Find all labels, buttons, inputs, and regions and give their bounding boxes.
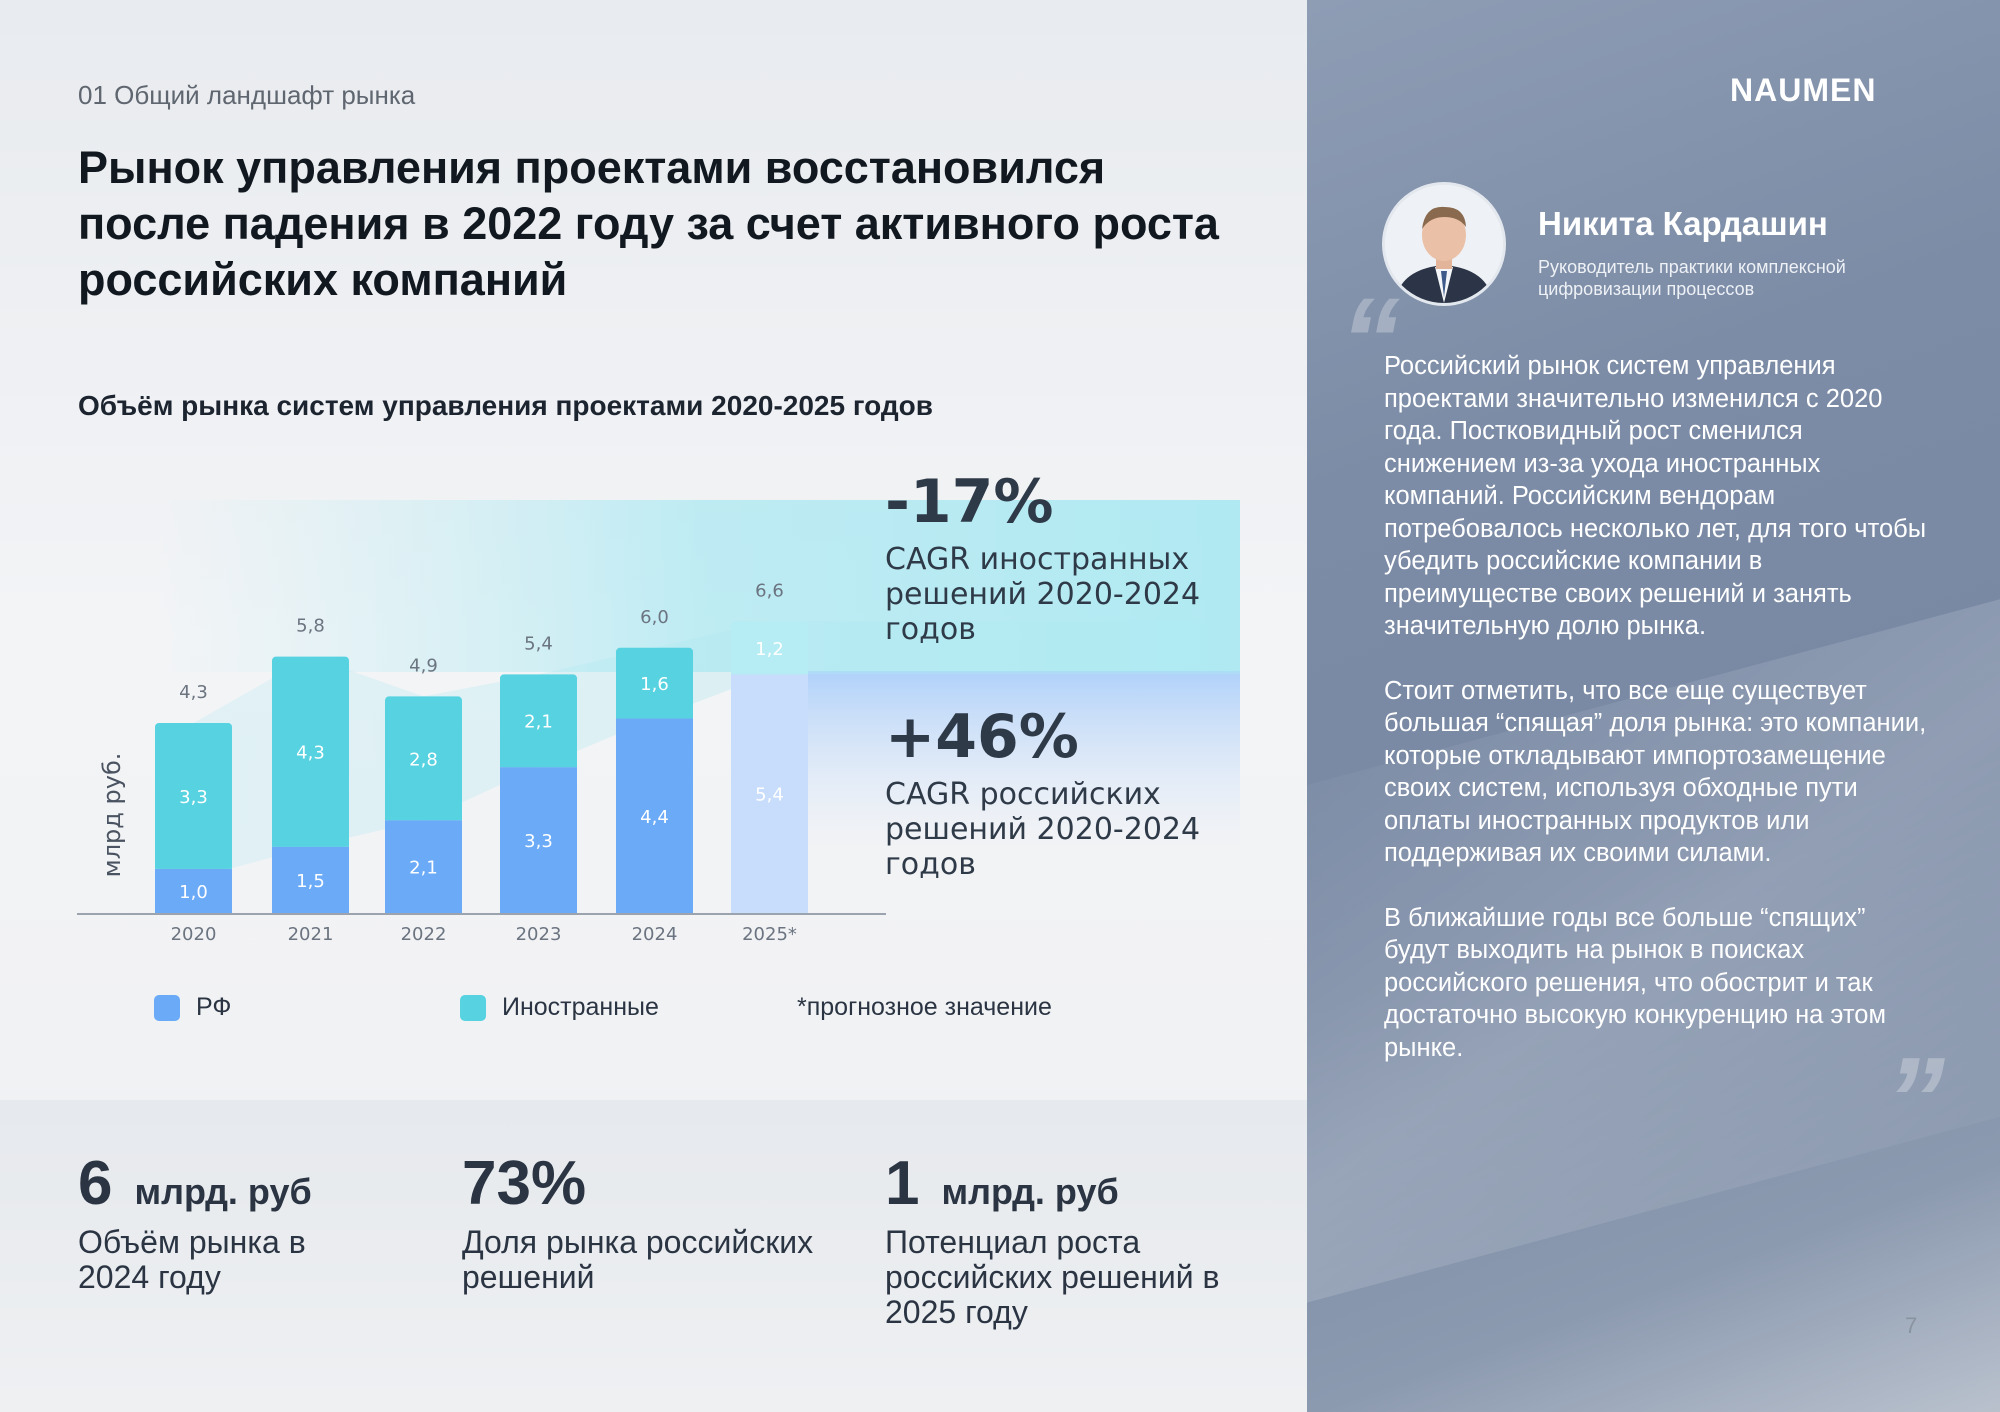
stat-market-volume: 6 млрд. руб Объём рынка в 2024 году: [78, 1148, 338, 1295]
chart-title: Объём рынка систем управления проектами …: [78, 390, 933, 421]
bar-foreign-body: [500, 678, 577, 768]
stat-value: 73%: [462, 1149, 587, 1218]
chart-labels: 1,0 3,3 4,3 2020 1,5 4,3 5,8 2021 2,1 2,8 4,9 2022 3…: [171, 580, 797, 945]
person-avatar: [1382, 182, 1506, 306]
bar-rf: [500, 767, 577, 913]
data-label-foreign: 2,1: [524, 712, 553, 733]
total-label: 6,0: [640, 607, 669, 628]
data-label-rf: 1,5: [296, 871, 325, 892]
x-tick-label: 2022: [401, 924, 447, 945]
total-label: 4,3: [179, 682, 208, 703]
stat-growth-potential: 1 млрд. руб Потенциал роста российских ре…: [885, 1148, 1265, 1330]
cagr-russian-value: +46%: [885, 702, 1079, 772]
bar-foreign-body: [155, 726, 232, 869]
bar-rf: [155, 868, 232, 913]
quote-text: Российский рынок систем управления проек…: [1384, 350, 1929, 1096]
person-role: Руководитель практики комплексной цифров…: [1538, 257, 1846, 299]
data-label-foreign: 2,8: [409, 749, 438, 770]
stat-unit: млрд. руб: [134, 1171, 312, 1212]
total-label: 5,4: [524, 633, 553, 654]
stat-unit: млрд. руб: [941, 1171, 1119, 1212]
naumen-logo: NAUMEN: [1730, 72, 1877, 108]
page-number: 7: [1905, 1313, 1918, 1338]
legend-swatch-foreign: [460, 994, 486, 1021]
cagr-foreign: -17% CAGR иностранных решений 2020-2024 …: [885, 470, 1215, 647]
total-label: 6,6: [755, 580, 784, 601]
stat-value: 6: [78, 1149, 113, 1218]
market-volume-chart: 1,0 3,3 4,3 2020 1,5 4,3 5,8 2021 2,1 2,8 4,9 2022 3…: [77, 500, 1240, 945]
legend-foreign: Иностранные: [460, 993, 659, 1022]
data-label-rf: 4,4: [640, 807, 669, 828]
data-label-rf: 5,4: [755, 785, 784, 806]
stat-russian-share: 73% Доля рынка российских решений: [462, 1148, 842, 1295]
x-tick-label: 2025*: [742, 924, 797, 945]
avatar-portrait-icon: [1385, 185, 1503, 303]
x-tick-label: 2020: [171, 924, 217, 945]
legend-label-foreign: Иностранные: [502, 993, 659, 1021]
y-axis-label: млрд руб.: [98, 753, 126, 878]
cagr-russian: +46% CAGR российских решений 2020-2024 г…: [885, 705, 1215, 882]
section-label: 01 Общий ландшафт рынка: [78, 80, 416, 110]
person-name: Никита Кардашин: [1538, 205, 1828, 242]
legend-swatch-rf: [154, 994, 180, 1021]
total-label: 5,8: [296, 616, 325, 637]
bar-foreign-body: [272, 660, 349, 847]
quote-paragraph: Российский рынок систем управления проек…: [1384, 352, 1927, 640]
bar-foreign-body: [616, 651, 693, 719]
cagr-russian-label: CAGR российских решений 2020-2024 годов: [885, 777, 1201, 882]
russian-band: [731, 671, 1240, 852]
x-tick-label: 2021: [288, 924, 334, 945]
x-tick-label: 2023: [516, 924, 562, 945]
open-quote-icon: “: [1340, 273, 1400, 407]
bar-rf: [731, 674, 808, 913]
cagr-foreign-label: CAGR иностранных решений 2020-2024 годов: [885, 542, 1201, 647]
stats-band: [0, 1100, 1307, 1412]
data-label-foreign: 1,2: [755, 639, 784, 660]
quote-paragraph: В ближайшие годы все больше “спящих” буд…: [1384, 903, 1886, 1062]
bar-rf: [385, 820, 462, 913]
forecast-footnote: *прогнозное значение: [797, 993, 1052, 1021]
page-title: Рынок управления проектами восстановился…: [78, 142, 1219, 305]
bar-rf: [616, 718, 693, 913]
stat-label: Доля рынка российских решений: [462, 1224, 814, 1295]
data-label-foreign: 4,3: [296, 743, 325, 764]
bar-foreign-body: [731, 625, 808, 675]
bar-rf: [272, 846, 349, 913]
legend-rf: РФ: [154, 993, 231, 1022]
stat-label: Объём рынка в 2024 году: [78, 1224, 306, 1295]
data-label-rf: 2,1: [409, 858, 438, 879]
stat-value: 1: [885, 1149, 920, 1218]
cagr-foreign-value: -17%: [885, 467, 1054, 537]
data-label-rf: 1,0: [179, 882, 208, 903]
data-label-foreign: 1,6: [640, 674, 669, 695]
data-label-rf: 3,3: [524, 831, 553, 852]
close-quote-icon: ”: [1885, 1033, 1945, 1167]
quote-paragraph: Стоит отметить, что все еще существует б…: [1384, 676, 1927, 868]
stat-label: Потенциал роста российских решений в 202…: [885, 1224, 1220, 1330]
total-label: 4,9: [409, 655, 438, 676]
chart-bars: [77, 621, 886, 915]
x-tick-label: 2024: [632, 924, 678, 945]
data-label-foreign: 3,3: [179, 787, 208, 808]
legend-label-rf: РФ: [196, 993, 232, 1021]
bar-foreign-body: [385, 700, 462, 821]
